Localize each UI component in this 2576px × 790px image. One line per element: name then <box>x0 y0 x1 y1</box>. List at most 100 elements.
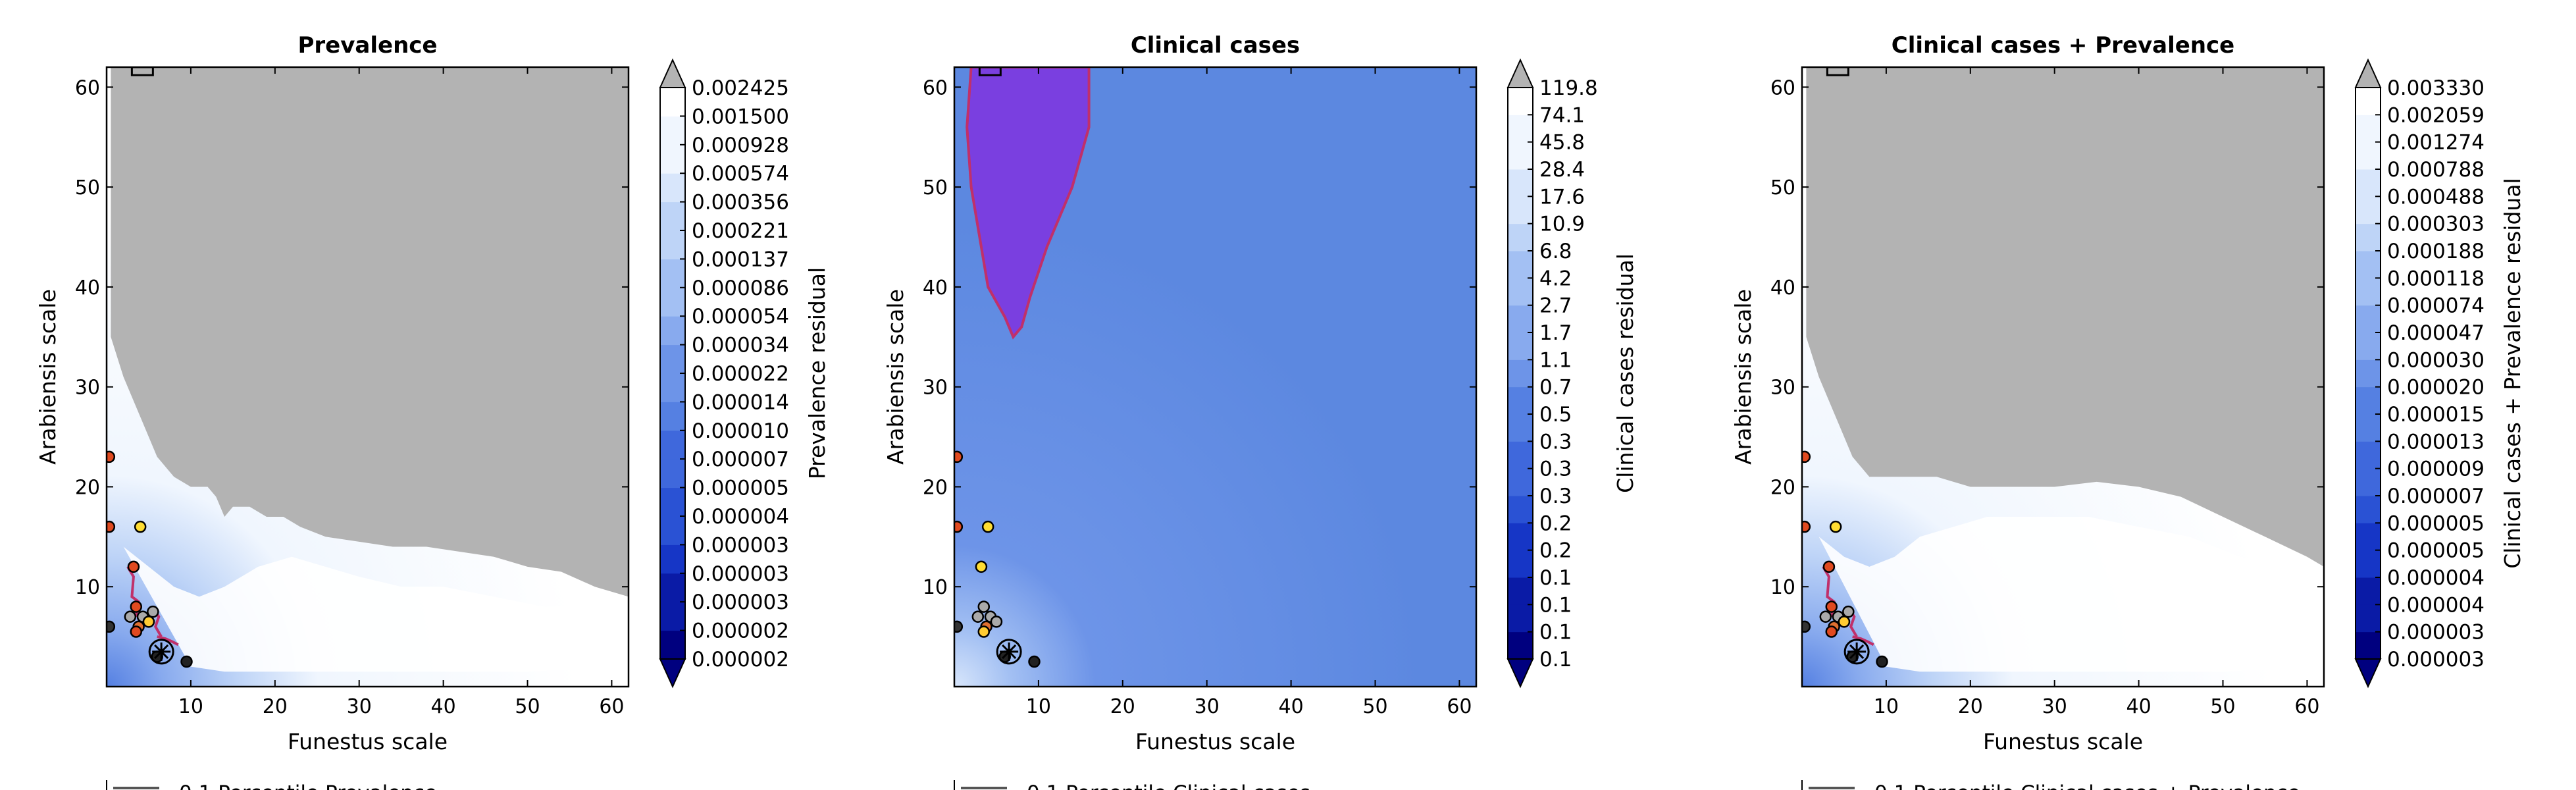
colorbar-extend-bottom <box>2354 658 2382 689</box>
y-tick-label: 20 <box>923 476 948 499</box>
colorbar-segment <box>2356 414 2381 442</box>
extreme-residual-region <box>967 67 1089 337</box>
colorbar-segment <box>1508 604 1533 633</box>
colorbar-segment <box>660 116 685 145</box>
colorbar-tick-label: 0.1 <box>1539 621 1572 645</box>
colorbar-segment <box>660 344 685 374</box>
legend-entry: 0.1 Percentile Prevalence <box>179 781 437 790</box>
colorbar-tick-label: 0.002059 <box>2387 103 2485 127</box>
data-point <box>977 625 991 638</box>
data-point <box>127 560 140 573</box>
colorbar-tick-label: 0.000788 <box>2387 158 2485 182</box>
colorbar-tick-label: 28.4 <box>1539 158 1585 182</box>
colorbar-tick-label: 0.5 <box>1539 403 1572 427</box>
colorbar-segment <box>2356 468 2381 496</box>
colorbar-tick-label: 0.000002 <box>692 619 789 643</box>
x-axis-label: Funestus scale <box>288 729 448 754</box>
colorbar-tick-label: 0.002425 <box>692 76 789 100</box>
data-point <box>1842 605 1855 618</box>
data-point <box>124 610 137 623</box>
plot-area <box>954 67 1476 687</box>
colorbar-segment <box>1508 251 1533 278</box>
colorbar-segment <box>2356 523 2381 551</box>
colorbar-tick-label: 0.000303 <box>2387 213 2485 236</box>
colorbar-tick-label: 0.000007 <box>692 448 789 471</box>
colorbar-segment <box>660 259 685 288</box>
colorbar-tick-label: 74.1 <box>1539 103 1585 127</box>
percentile-contour-3 <box>157 635 179 646</box>
best-fit-marker <box>1843 639 1870 665</box>
y-tick-label: 20 <box>1770 476 1795 499</box>
colorbar-extend-bottom <box>659 658 686 689</box>
colorbar-tick-label: 0.3 <box>1539 430 1572 454</box>
colorbar-segment <box>660 373 685 402</box>
chart-title: Clinical cases + Prevalence <box>1892 32 2235 59</box>
plot-area <box>1802 67 2324 687</box>
colorbar-tick-label: 17.6 <box>1539 185 1585 209</box>
colorbar-tick-label: 0.000020 <box>2387 376 2485 400</box>
colorbar-segment <box>1508 332 1533 360</box>
x-tick-label: 40 <box>1279 695 1304 718</box>
data-point <box>954 520 964 533</box>
data-point <box>990 616 1003 628</box>
colorbar-tick-label: 0.000003 <box>2387 621 2485 645</box>
chart-title: Prevalence <box>298 32 438 59</box>
x-tick-label: 10 <box>1874 695 1899 718</box>
colorbar-segment <box>660 630 685 660</box>
colorbar-tick-label: 0.000013 <box>2387 430 2485 454</box>
colorbar-tick-label: 0.000054 <box>692 305 789 329</box>
colorbar-tick-label: 0.000002 <box>692 648 789 672</box>
colorbar-tick-label: 2.7 <box>1539 294 1572 318</box>
colorbar-segment <box>2356 169 2381 197</box>
colorbar-segment <box>660 287 685 317</box>
colorbar-segment <box>2356 142 2381 170</box>
colorbar-segment <box>2356 496 2381 523</box>
colorbar-tick-label: 10.9 <box>1539 213 1585 236</box>
best-fit-star <box>152 642 171 661</box>
data-point <box>1838 616 1851 628</box>
colorbar-tick-label: 0.3 <box>1539 485 1572 508</box>
data-point <box>954 620 964 633</box>
colorbar-segment <box>660 316 685 346</box>
y-axis-label: Arabiensis scale <box>1730 289 1756 465</box>
marker-box <box>1826 67 1849 76</box>
colorbar-tick-label: 0.1 <box>1539 648 1572 672</box>
colorbar-segment <box>2356 577 2381 605</box>
colorbar-segment <box>2356 115 2381 143</box>
x-tick-label: 20 <box>263 695 288 718</box>
colorbar-tick-label: 0.000221 <box>692 219 789 243</box>
y-tick-label: 40 <box>923 276 948 300</box>
data-point <box>107 450 116 463</box>
colorbar-segment <box>660 230 685 259</box>
colorbar-segment <box>660 487 685 517</box>
y-tick-label: 10 <box>75 576 100 599</box>
colorbar-segment <box>1508 359 1533 388</box>
colorbar-segment <box>2356 332 2381 360</box>
colorbar-segment <box>2356 88 2381 115</box>
colorbar-segment <box>660 573 685 602</box>
colorbar-frame <box>1507 87 1533 660</box>
colorbar-tick-label: 45.8 <box>1539 131 1585 155</box>
plot-area <box>107 67 629 687</box>
overflow-region <box>1806 67 2324 567</box>
colorbar-label: Clinical cases residual <box>1612 253 1638 493</box>
colorbar-tick-label: 0.000004 <box>2387 593 2485 617</box>
colorbar-tick-label: 0.000928 <box>692 134 789 157</box>
colorbar-tick-label: 0.001500 <box>692 105 789 128</box>
percentile-contour-3 <box>1852 635 1874 646</box>
colorbar-extend-top <box>1507 58 1534 88</box>
colorbar-tick-label: 0.000005 <box>2387 512 2485 535</box>
colorbar-tick-label: 0.000010 <box>692 419 789 443</box>
y-tick-label: 50 <box>923 176 948 199</box>
colorbar-tick-label: 0.000034 <box>692 334 789 357</box>
colorbar-segment <box>660 516 685 545</box>
y-tick-label: 50 <box>75 176 100 199</box>
legend-entry: 0.1 Percentile Clinical cases + Prevalen… <box>1874 781 2300 790</box>
colorbar-segment <box>660 88 685 117</box>
colorbar-tick-label: 0.2 <box>1539 512 1572 535</box>
colorbar-tick-label: 1.1 <box>1539 348 1572 372</box>
colorbar-tick-label: 0.000488 <box>2387 185 2485 209</box>
y-tick-label: 60 <box>1770 76 1795 99</box>
colorbar-tick-label: 0.000014 <box>692 390 789 414</box>
data-point <box>1819 610 1832 623</box>
